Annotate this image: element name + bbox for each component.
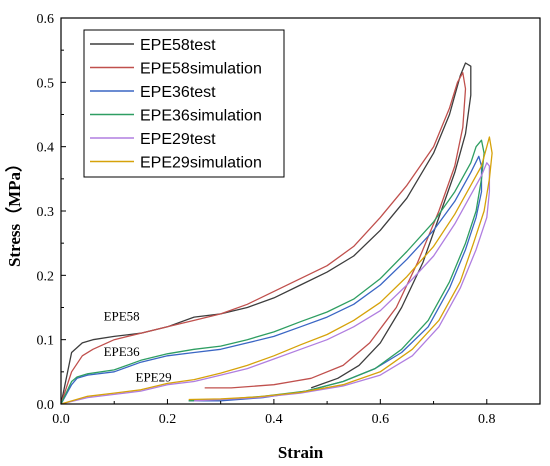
x-tick-label: 0.4	[265, 412, 283, 427]
series-line-EPE36test	[60, 155, 483, 405]
legend-entry: EPE29simulation	[140, 155, 262, 172]
series-line-EPE29simulation	[60, 136, 493, 405]
y-tick-label: 0.0	[37, 398, 55, 413]
curve-annotation: EPE36	[104, 344, 141, 359]
axis-ticks: 0.0 0.2 0.4 0.6 0.8 0.0 0.1 0.2 0.3 0.4 0.5 0.6	[37, 12, 496, 427]
y-tick-label: 0.2	[37, 269, 55, 284]
x-tick-label: 0.6	[372, 412, 390, 427]
x-axis-title: Strain	[278, 443, 324, 462]
legend-box	[83, 29, 285, 178]
y-tick-label: 0.1	[37, 334, 55, 349]
series-line-EPE58simulation	[60, 72, 467, 405]
y-tick-label: 0.3	[37, 205, 55, 220]
x-tick-label: 0.8	[478, 412, 496, 427]
y-tick-label: 0.6	[37, 12, 55, 27]
series-line-EPE36simulation	[60, 139, 485, 405]
legend-entry: EPE58test	[140, 37, 216, 54]
y-tick-label: 0.5	[37, 76, 55, 91]
curves-layer	[60, 62, 493, 405]
legend-entry: EPE58simulation	[140, 61, 262, 78]
legend-entry: EPE36simulation	[140, 108, 262, 125]
y-axis-title: Stress（MPa）	[4, 155, 24, 267]
curve-annotation: EPE58	[104, 308, 140, 323]
legend: EPE58test EPE58simulation EPE36test EPE36si…	[83, 29, 285, 178]
curve-annotation: EPE29	[136, 369, 172, 384]
legend-entry: EPE29test	[140, 131, 216, 148]
legend-entry: EPE36test	[140, 84, 216, 101]
series-line-EPE29test	[60, 162, 491, 405]
x-tick-label: 0.2	[159, 412, 177, 427]
y-tick-label: 0.4	[37, 141, 55, 156]
curve-annotations: EPE58 EPE36 EPE29	[104, 308, 172, 384]
x-tick-label: 0.0	[52, 412, 70, 427]
